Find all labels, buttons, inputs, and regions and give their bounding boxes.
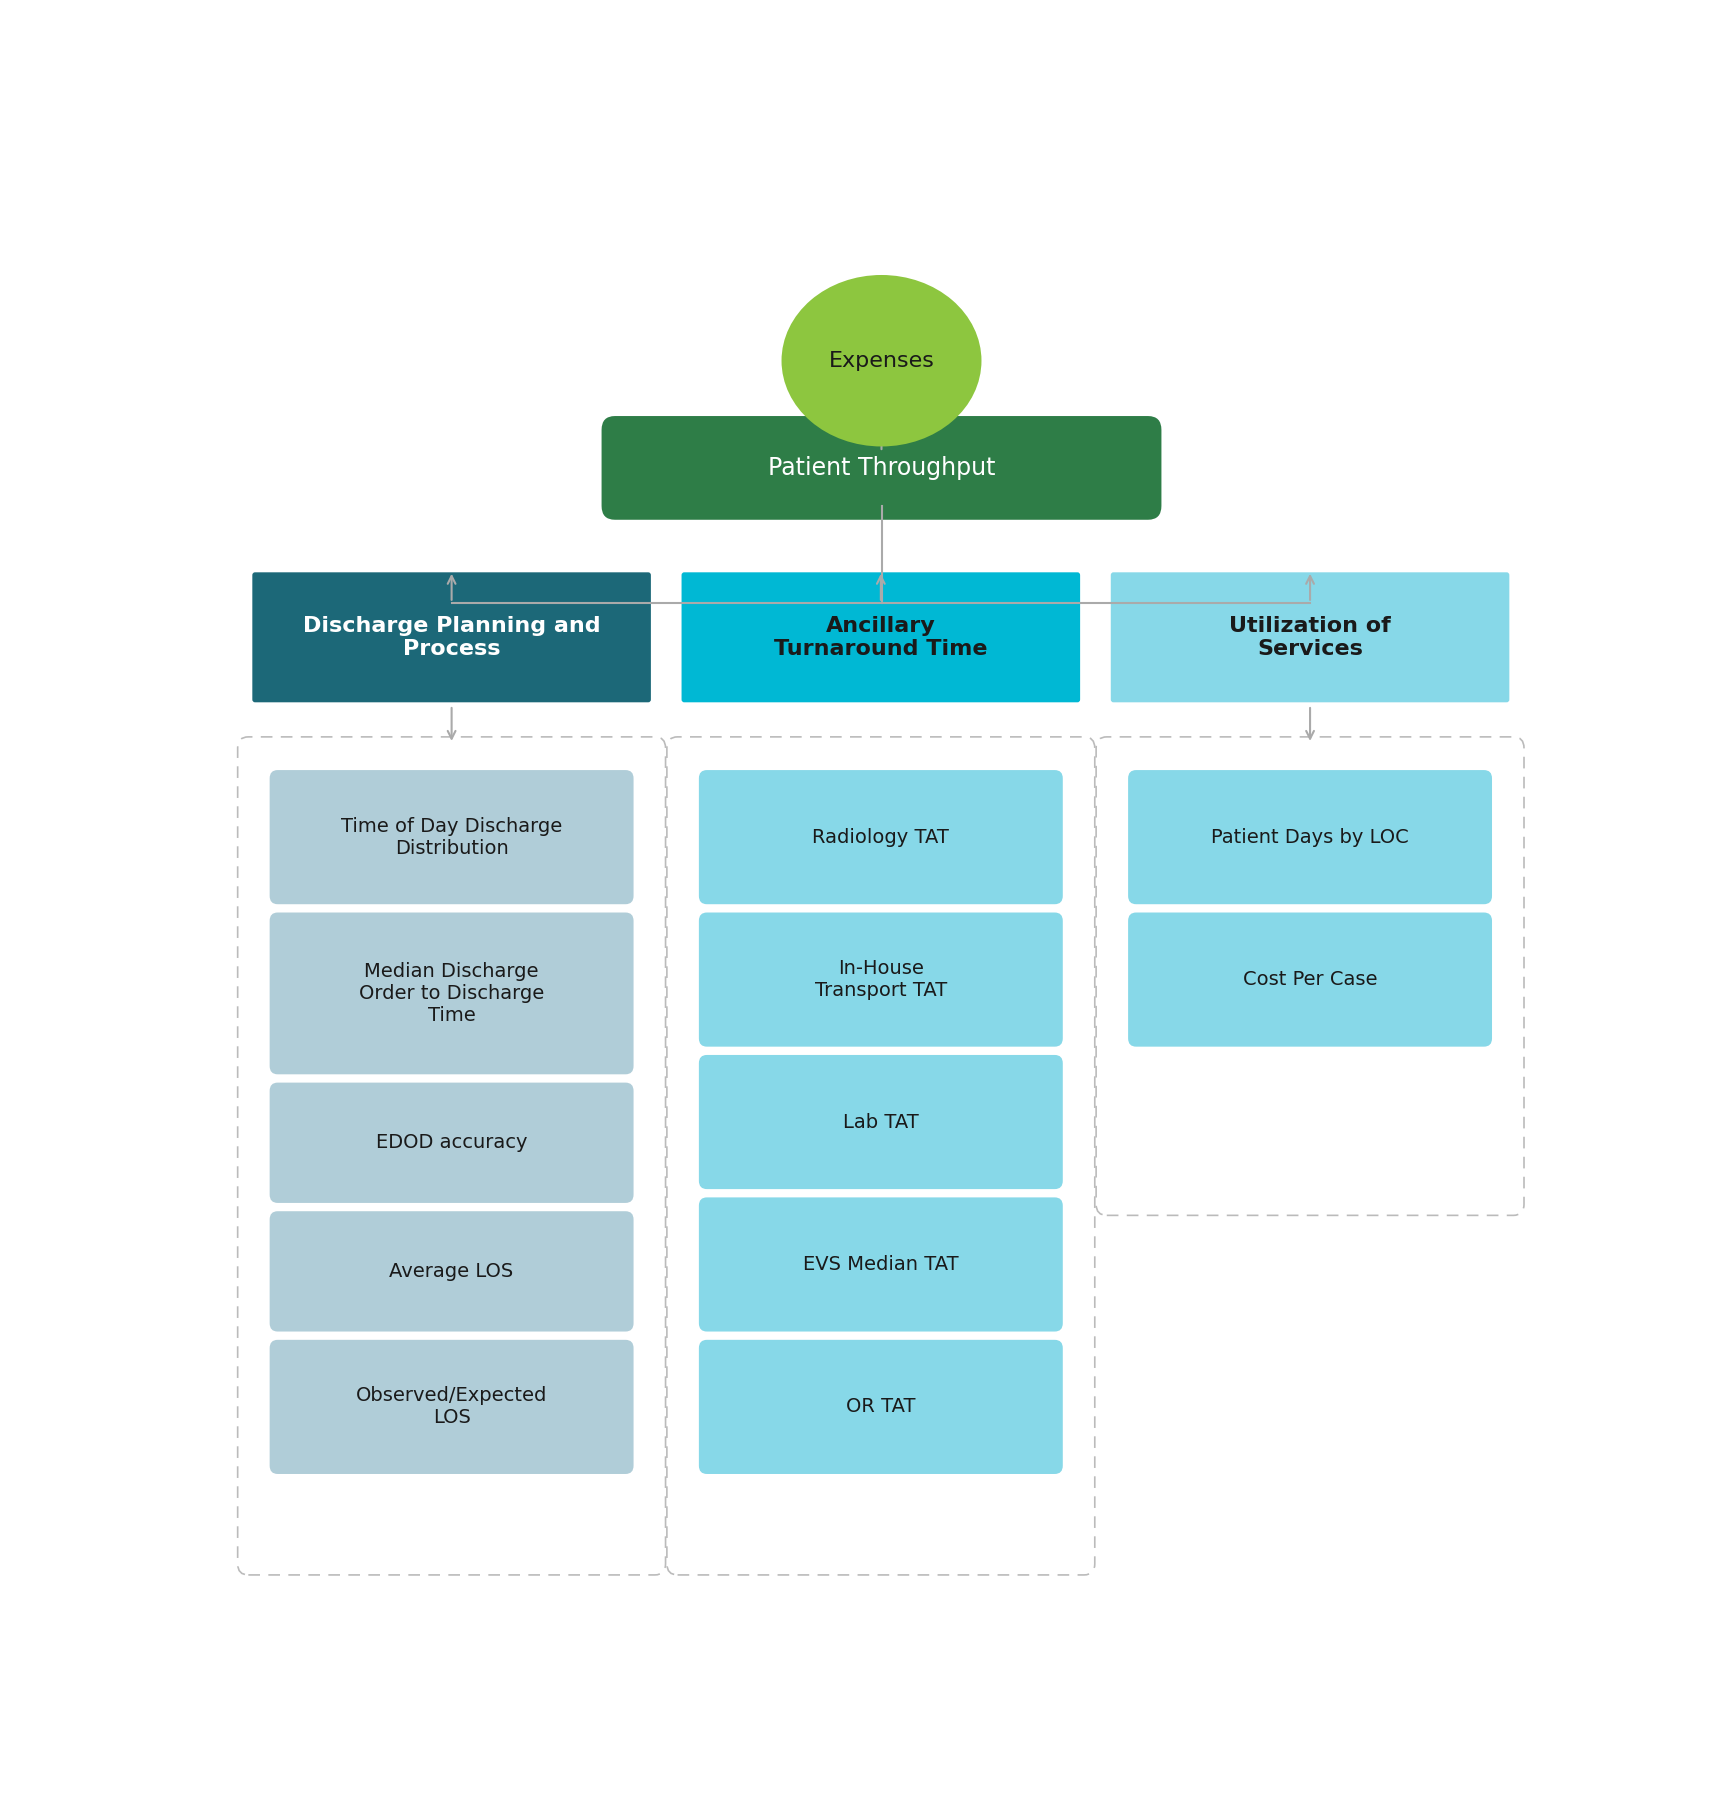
FancyBboxPatch shape [1128, 912, 1491, 1047]
FancyBboxPatch shape [270, 770, 633, 903]
FancyBboxPatch shape [698, 770, 1063, 903]
FancyBboxPatch shape [270, 1211, 633, 1331]
Text: Discharge Planning and
Process: Discharge Planning and Process [303, 616, 600, 659]
Text: Lab TAT: Lab TAT [843, 1112, 918, 1131]
Text: Ancillary
Turnaround Time: Ancillary Turnaround Time [774, 616, 987, 659]
FancyBboxPatch shape [253, 573, 650, 702]
Text: Patient Days by LOC: Patient Days by LOC [1211, 828, 1409, 846]
FancyBboxPatch shape [698, 1198, 1063, 1331]
Text: Median Discharge
Order to Discharge
Time: Median Discharge Order to Discharge Time [359, 963, 544, 1026]
Text: In-House
Transport TAT: In-House Transport TAT [815, 959, 948, 1000]
Text: Cost Per Case: Cost Per Case [1244, 970, 1378, 990]
Text: Patient Throughput: Patient Throughput [767, 456, 996, 480]
FancyBboxPatch shape [602, 417, 1161, 519]
Text: Observed/Expected
LOS: Observed/Expected LOS [356, 1387, 547, 1428]
FancyBboxPatch shape [1111, 573, 1510, 702]
Text: EDOD accuracy: EDOD accuracy [377, 1133, 528, 1153]
Text: OR TAT: OR TAT [846, 1397, 915, 1417]
FancyBboxPatch shape [1128, 770, 1491, 903]
Text: Expenses: Expenses [829, 350, 934, 370]
Text: EVS Median TAT: EVS Median TAT [803, 1255, 958, 1273]
Ellipse shape [781, 275, 982, 447]
Text: Radiology TAT: Radiology TAT [812, 828, 949, 846]
FancyBboxPatch shape [698, 1340, 1063, 1475]
FancyBboxPatch shape [698, 1054, 1063, 1189]
Text: Utilization of
Services: Utilization of Services [1230, 616, 1391, 659]
FancyBboxPatch shape [698, 912, 1063, 1047]
Text: Average LOS: Average LOS [389, 1263, 514, 1281]
FancyBboxPatch shape [681, 573, 1080, 702]
FancyBboxPatch shape [270, 912, 633, 1074]
FancyBboxPatch shape [270, 1340, 633, 1475]
Text: Time of Day Discharge
Distribution: Time of Day Discharge Distribution [341, 817, 562, 858]
FancyBboxPatch shape [270, 1083, 633, 1203]
